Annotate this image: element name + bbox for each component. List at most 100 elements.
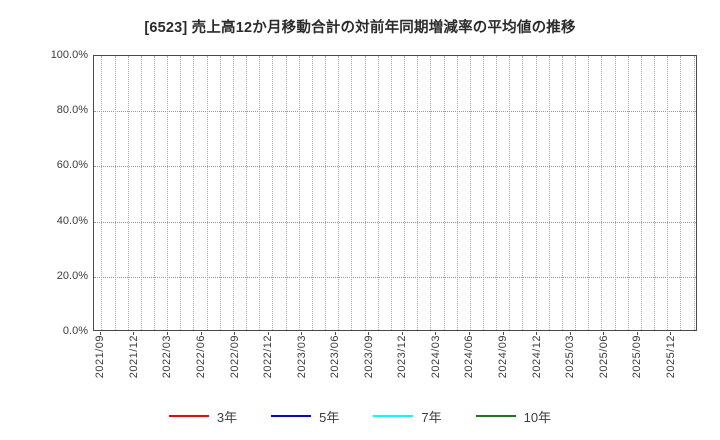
y-axis: 100.0% 80.0% 60.0% 40.0% 20.0% 0.0% (0, 49, 88, 337)
gridline-vertical (141, 56, 142, 330)
x-axis-tick-mark (133, 332, 135, 335)
legend-line-icon (373, 415, 414, 417)
y-axis-tick-label: 80.0% (56, 104, 88, 117)
gridline-vertical (391, 56, 392, 330)
x-axis-tick-mark (401, 332, 403, 335)
gridline-vertical (365, 56, 366, 330)
x-axis-tick: 2023/06 (328, 332, 342, 391)
gridline-vertical (312, 56, 313, 330)
x-axis-tick-label: 2022/03 (161, 335, 174, 379)
gridline-vertical (549, 56, 550, 330)
gridline-vertical (654, 56, 655, 330)
legend-item-10y[interactable]: 10年 (475, 407, 552, 426)
x-axis-tick-mark (200, 332, 202, 335)
legend-item-label: 3年 (216, 409, 238, 425)
gridline-vertical (575, 56, 576, 330)
gridline-vertical (522, 56, 523, 330)
gridline-vertical (694, 56, 695, 330)
x-axis-tick-mark (301, 332, 303, 335)
x-axis-tick-mark (603, 332, 605, 335)
gridline-vertical (536, 56, 537, 330)
gridline-vertical (193, 56, 194, 330)
x-axis-tick: 2022/12 (261, 332, 275, 391)
x-axis-tick-label: 2022/06 (195, 335, 208, 379)
legend-item-label: 10年 (523, 409, 552, 425)
x-axis-tick: 2024/03 (429, 332, 443, 391)
gridline-vertical (154, 56, 155, 330)
x-axis-tick-label: 2023/06 (329, 335, 342, 379)
gridline-vertical (483, 56, 484, 330)
x-axis: 2021/09 2021/12 2022/03 2022/06 2022/09 2022/… (93, 332, 697, 393)
x-axis-tick: 2021/12 (127, 332, 141, 391)
gridline-vertical (615, 56, 616, 330)
legend-line-icon (475, 415, 516, 417)
x-axis-tick-label: 2023/03 (295, 335, 308, 379)
gridline-vertical (351, 56, 352, 330)
x-axis-tick-mark (234, 332, 236, 335)
x-axis-tick-label: 2021/09 (94, 335, 107, 379)
gridline-vertical (180, 56, 181, 330)
gridline-vertical (299, 56, 300, 330)
x-axis-tick: 2022/09 (228, 332, 242, 391)
x-axis-tick-label: 2025/09 (631, 335, 644, 379)
gridline-vertical (128, 56, 129, 330)
gridline-vertical (338, 56, 339, 330)
x-axis-tick-mark (468, 332, 470, 335)
gridline-vertical (404, 56, 405, 330)
x-axis-tick: 2021/09 (93, 332, 107, 391)
x-axis-tick: 2023/09 (362, 332, 376, 391)
x-axis-tick-label: 2023/12 (396, 335, 409, 379)
x-axis-tick-mark (334, 332, 336, 335)
gridline-vertical (115, 56, 116, 330)
gridline-vertical (325, 56, 326, 330)
legend-item-label: 7年 (421, 409, 442, 425)
gridline-vertical (167, 56, 168, 330)
gridline-vertical (233, 56, 234, 330)
legend-line-icon (271, 415, 312, 417)
gridline-horizontal (94, 276, 696, 278)
gridline-vertical (430, 56, 431, 330)
x-axis-tick-mark (536, 332, 538, 335)
gridline-vertical (588, 56, 589, 330)
gridline-vertical (680, 56, 681, 330)
gridline-vertical (272, 56, 273, 330)
x-axis-tick-label: 2025/06 (597, 335, 610, 379)
series-layer (94, 56, 697, 331)
x-axis-tick-label: 2025/03 (564, 335, 577, 379)
x-axis-tick-mark (99, 332, 101, 335)
x-axis-tick-mark (267, 332, 269, 335)
legend-item-label: 5年 (319, 409, 340, 425)
x-axis-tick: 2023/03 (295, 332, 309, 391)
x-axis-tick-mark (502, 332, 504, 335)
x-axis-tick: 2025/06 (597, 332, 611, 391)
x-axis-tick-label: 2022/12 (262, 335, 275, 379)
gridline-vertical (628, 56, 629, 330)
gridline-horizontal (94, 166, 696, 168)
gridline-vertical (246, 56, 247, 330)
gridline-vertical (496, 56, 497, 330)
x-axis-tick-label: 2024/03 (429, 335, 442, 379)
gridline-vertical (470, 56, 471, 330)
legend-item-3y[interactable]: 3年 (168, 407, 238, 426)
gridline-vertical (286, 56, 287, 330)
legend: 3年 5年 7年 10年 (0, 404, 720, 428)
gridline-vertical (220, 56, 221, 330)
page-title: [6523] 売上高12か月移動合計の対前年同期増減率の平均値の推移 (144, 20, 576, 36)
x-axis-tick: 2024/06 (462, 332, 476, 391)
gridline-vertical (667, 56, 668, 330)
plot-area (93, 55, 697, 331)
gridline-vertical (601, 56, 602, 330)
x-axis-tick-label: 2023/09 (362, 335, 375, 379)
x-axis-tick-label: 2021/12 (127, 335, 140, 379)
legend-item-7y[interactable]: 7年 (373, 407, 442, 426)
gridline-vertical (444, 56, 445, 330)
gridline-vertical (101, 56, 102, 330)
gridline-horizontal (94, 111, 696, 113)
legend-item-5y[interactable]: 5年 (271, 407, 339, 426)
gridline-vertical (509, 56, 510, 330)
x-axis-tick: 2022/03 (160, 332, 174, 391)
x-axis-tick-label: 2024/12 (530, 335, 543, 379)
x-axis-tick-mark (166, 332, 168, 335)
x-axis-tick-label: 2024/09 (497, 335, 510, 379)
x-axis-tick-mark (368, 332, 370, 335)
